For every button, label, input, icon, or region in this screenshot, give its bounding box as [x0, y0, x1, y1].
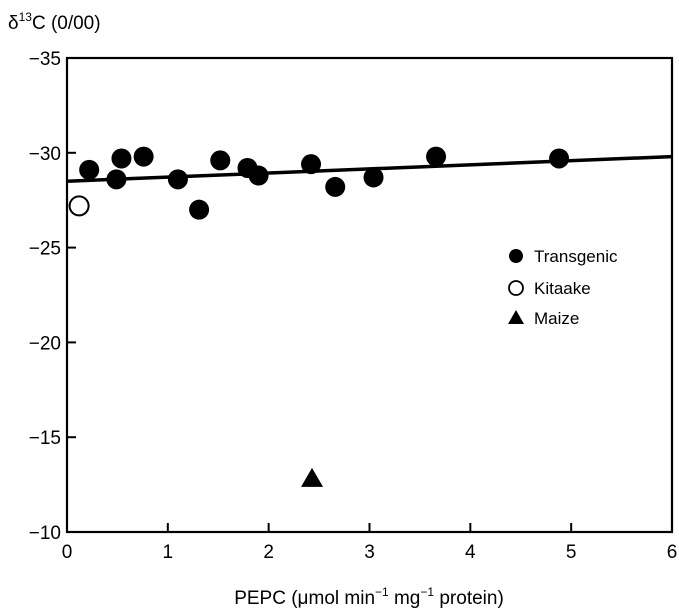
y-axis-title-sup: 13: [19, 10, 33, 24]
x-tick-label: 3: [364, 542, 375, 563]
data-point-transgenic: [325, 176, 346, 197]
data-point-transgenic: [106, 169, 127, 190]
data-point-transgenic: [167, 169, 188, 190]
data-point-transgenic: [79, 159, 100, 180]
x-tick-label: 6: [667, 542, 678, 563]
legend-label-maize: Maize: [534, 309, 579, 328]
legend-label-kitaake: Kitaake: [534, 279, 591, 298]
data-point-transgenic: [549, 148, 570, 169]
y-tick-label: −20: [29, 333, 61, 354]
data-point-transgenic: [189, 199, 210, 220]
x-tick-label: 1: [163, 542, 174, 563]
x-axis-title-sup1: −1: [375, 585, 389, 599]
data-point-transgenic: [301, 154, 322, 175]
data-point-transgenic: [426, 146, 447, 167]
x-axis-title-mid: mg: [389, 588, 421, 609]
data-point-kitaake: [68, 195, 90, 217]
y-tick-label: −15: [29, 428, 61, 449]
data-point-transgenic: [111, 148, 132, 169]
data-point-transgenic: [248, 165, 269, 186]
data-point-transgenic: [363, 167, 384, 188]
data-point-maize: [301, 467, 324, 487]
legend-marker-kitaake: [508, 280, 524, 296]
x-tick-label: 0: [62, 542, 73, 563]
y-axis-title-prefix: δ: [8, 13, 19, 34]
x-axis-title-sup2: −1: [420, 585, 434, 599]
y-tick-label: −35: [29, 49, 61, 70]
y-axis-title: δ13C (0/00): [8, 10, 101, 34]
y-axis-title-suffix: C (0/00): [32, 13, 101, 34]
legend-label-transgenic: Transgenic: [534, 247, 618, 266]
data-point-transgenic: [133, 146, 154, 167]
x-tick-label: 2: [263, 542, 274, 563]
x-axis-title: PEPC (μmol min−1 mg−1 protein): [234, 585, 504, 609]
x-tick-label: 5: [566, 542, 577, 563]
y-tick-label: −30: [29, 144, 61, 165]
y-tick-label: −10: [29, 523, 61, 544]
y-axis-ticks: −35 −30 −25 −20 −15 −10: [29, 49, 76, 544]
data-point-transgenic: [210, 150, 231, 171]
x-axis-ticks: 0 1 2 3 4 5 6: [62, 523, 678, 563]
legend-marker-transgenic: [509, 249, 523, 263]
legend: Transgenic Kitaake Maize: [508, 247, 618, 328]
y-tick-label: −25: [29, 239, 61, 260]
x-tick-label: 4: [465, 542, 476, 563]
legend-marker-maize: [508, 310, 524, 324]
x-axis-title-pre: PEPC (μmol min: [234, 588, 375, 609]
data-points: [68, 146, 570, 487]
x-axis-title-post: protein): [434, 588, 504, 609]
